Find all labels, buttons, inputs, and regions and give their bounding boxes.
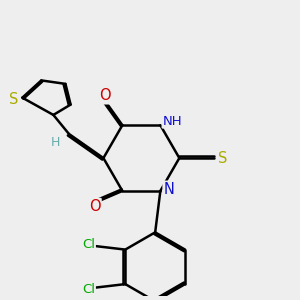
Text: O: O [99,88,111,104]
Text: S: S [218,151,227,166]
Text: O: O [89,199,100,214]
Text: Cl: Cl [82,238,95,251]
Text: Cl: Cl [82,283,95,296]
Text: NH: NH [163,115,182,128]
Text: N: N [164,182,174,197]
Text: S: S [9,92,18,107]
Text: H: H [51,136,61,149]
